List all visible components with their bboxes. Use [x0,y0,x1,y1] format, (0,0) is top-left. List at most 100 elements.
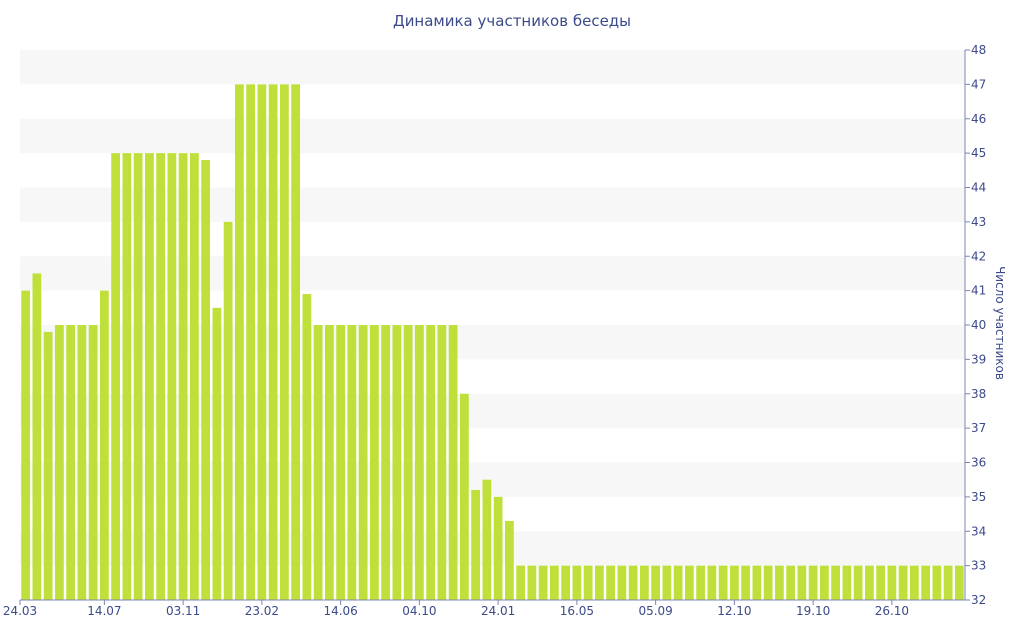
bar[interactable] [504,520,514,600]
bar[interactable] [392,325,402,600]
bar[interactable] [549,565,559,601]
x-tick-label: 19.10 [796,604,830,618]
bar[interactable] [77,325,87,600]
bar[interactable] [684,565,694,601]
bar[interactable] [156,153,166,601]
bar[interactable] [257,84,267,601]
bar[interactable] [234,84,244,601]
y-tick-label: 38 [971,387,986,401]
bar[interactable] [358,325,368,600]
grid-band [20,325,965,360]
bar[interactable] [246,84,256,601]
bars [21,84,964,601]
bar[interactable] [302,294,312,600]
bar[interactable] [808,565,818,601]
chart-title: Динамика участников беседы [392,12,632,30]
bar[interactable] [617,565,627,601]
bar[interactable] [594,565,604,601]
bar[interactable] [369,325,379,600]
bar[interactable] [122,153,132,601]
bar[interactable] [189,153,199,601]
bar[interactable] [471,490,481,600]
bar[interactable] [381,325,391,600]
bar[interactable] [909,565,919,601]
bar[interactable] [696,565,706,601]
bar[interactable] [662,565,672,601]
bar[interactable] [527,565,537,601]
x-tick-label: 26.10 [875,604,909,618]
bar[interactable] [448,325,458,600]
x-tick-label: 14.06 [323,604,357,618]
bar[interactable] [459,393,469,600]
bar[interactable] [336,325,346,600]
bar[interactable] [437,325,447,600]
y-tick-label: 40 [971,318,986,332]
bar[interactable] [21,290,31,601]
bar[interactable] [268,84,278,601]
bar[interactable] [651,565,661,601]
bar[interactable] [954,565,964,601]
bar[interactable] [763,565,773,601]
bar[interactable] [111,153,121,601]
bar[interactable] [774,565,784,601]
bar[interactable] [707,565,717,601]
bar[interactable] [133,153,143,601]
bar[interactable] [628,565,638,601]
bar[interactable] [639,565,649,601]
bar[interactable] [853,565,863,601]
grid-band [20,462,965,497]
bar[interactable] [178,153,188,601]
bar[interactable] [842,565,852,601]
bar[interactable] [201,160,211,600]
bar[interactable] [718,565,728,601]
bar[interactable] [426,325,436,600]
bar[interactable] [144,153,154,601]
grid-bands [20,50,965,566]
bar[interactable] [819,565,829,601]
bar[interactable] [606,565,616,601]
x-tick-label: 12.10 [717,604,751,618]
bar[interactable] [43,331,53,600]
bar[interactable] [561,565,571,601]
bar[interactable] [943,565,953,601]
y-tick-label: 34 [971,524,986,538]
y-tick-label: 33 [971,559,986,573]
bar[interactable] [403,325,413,600]
bar[interactable] [88,325,98,600]
bar[interactable] [324,325,334,600]
bar[interactable] [876,565,886,601]
bar[interactable] [898,565,908,601]
bar[interactable] [921,565,931,601]
bar[interactable] [54,325,64,600]
bar[interactable] [347,325,357,600]
bar[interactable] [313,325,323,600]
bar[interactable] [167,153,177,601]
bar[interactable] [786,565,796,601]
bar[interactable] [797,565,807,601]
bar[interactable] [831,565,841,601]
bar[interactable] [583,565,593,601]
bar[interactable] [673,565,683,601]
bar[interactable] [66,325,76,600]
bar[interactable] [729,565,739,601]
x-tick-label: 24.03 [3,604,37,618]
bar[interactable] [887,565,897,601]
bar[interactable] [752,565,762,601]
bar[interactable] [482,479,492,600]
bar[interactable] [32,273,42,600]
x-tick-label: 23.02 [245,604,279,618]
bar[interactable] [414,325,424,600]
bar[interactable] [741,565,751,601]
bar[interactable] [493,496,503,601]
y-axis-label: Число участников [993,266,1007,380]
bar[interactable] [864,565,874,601]
bar[interactable] [291,84,301,601]
bar[interactable] [212,307,222,600]
bar[interactable] [279,84,289,601]
bar[interactable] [932,565,942,601]
bar[interactable] [572,565,582,601]
bar[interactable] [516,565,526,601]
bar[interactable] [223,221,233,601]
bar[interactable] [538,565,548,601]
bar[interactable] [99,290,109,601]
